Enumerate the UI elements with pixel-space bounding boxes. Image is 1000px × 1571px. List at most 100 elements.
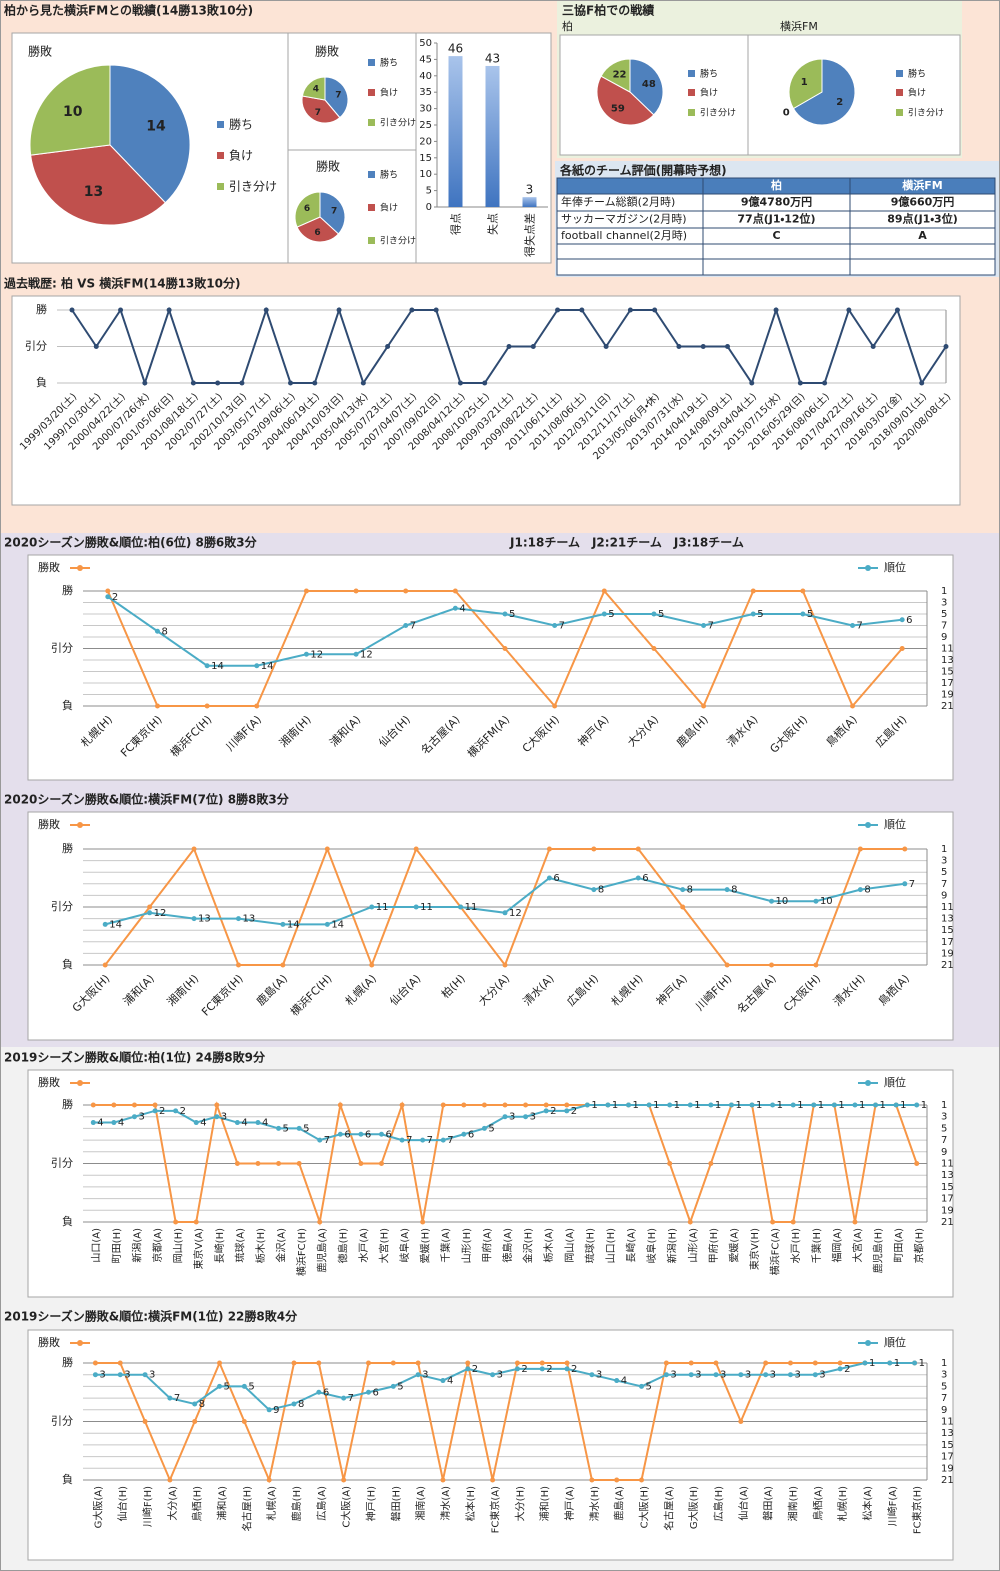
data-point — [191, 846, 197, 852]
chart-box — [27, 1069, 954, 1298]
data-point — [790, 1219, 796, 1225]
legend-label: 順位 — [884, 818, 906, 831]
data-point — [254, 703, 260, 709]
y-tick-label: 45 — [419, 54, 432, 65]
data-point — [291, 1401, 297, 1407]
x-tick-label: 広島(H) — [712, 1486, 725, 1521]
data-point — [461, 1131, 467, 1137]
legend-swatch — [688, 89, 695, 96]
y2-tick-label: 21 — [941, 1217, 954, 1228]
data-label: 8 — [298, 1399, 304, 1410]
data-point — [770, 1219, 776, 1225]
data-point — [291, 1360, 297, 1366]
data-point — [626, 1102, 632, 1108]
data-point — [763, 1360, 769, 1366]
data-label: 7 — [331, 206, 337, 216]
y2-tick-label: 7 — [941, 1135, 947, 1146]
data-point — [837, 1360, 843, 1366]
data-label: 1 — [756, 1100, 762, 1111]
data-point — [688, 1360, 694, 1366]
legend-swatch — [368, 59, 375, 66]
data-point — [894, 307, 900, 313]
data-point — [234, 1120, 240, 1126]
legend-swatch — [896, 89, 903, 96]
data-label: 3 — [497, 1370, 503, 1381]
legend-label: 負け — [229, 149, 253, 163]
pie-slice — [792, 58, 856, 126]
x-tick-label: 鹿島(H) — [290, 1486, 303, 1521]
x-tick-label: 水戸(H) — [790, 1228, 802, 1263]
data-point — [787, 1360, 793, 1366]
x-tick-label: 磐田(H) — [390, 1486, 402, 1521]
data-point — [341, 1477, 347, 1483]
data-point — [378, 1131, 384, 1137]
data-point — [358, 1131, 364, 1137]
x-tick-label: 長崎(A) — [625, 1228, 638, 1263]
y2-tick-label: 11 — [941, 644, 954, 655]
pie-slice — [301, 95, 341, 124]
x-tick-label: C大阪(A) — [340, 1486, 353, 1528]
x-tick-label: 大宮(H) — [377, 1228, 390, 1263]
table-cell — [702, 243, 851, 260]
data-label: 1 — [818, 1100, 824, 1111]
data-point — [365, 1389, 371, 1395]
pie-slice — [788, 58, 823, 110]
y2-tick-label: 5 — [941, 1123, 947, 1134]
x-tick-label: 名古屋(H) — [240, 1486, 253, 1531]
data-point — [812, 1372, 818, 1378]
data-point — [708, 1102, 714, 1108]
y2-tick-label: 7 — [941, 1393, 947, 1404]
legend-label: 順位 — [884, 561, 906, 574]
data-label: 2 — [844, 1364, 850, 1375]
bar — [522, 197, 537, 207]
x-tick-label: 山口(H) — [605, 1228, 617, 1263]
data-point — [912, 1360, 918, 1366]
y2-tick-label: 13 — [941, 1428, 954, 1439]
x-tick-label: 浦和(H) — [538, 1486, 551, 1521]
data-point — [111, 1102, 117, 1108]
data-label: 5 — [303, 1123, 309, 1134]
table-cell — [556, 258, 704, 276]
data-label: 1 — [653, 1100, 659, 1111]
pie-slice — [301, 76, 326, 101]
data-point — [680, 904, 686, 910]
x-tick-label: 東京V(H) — [748, 1228, 761, 1270]
data-label: 2 — [550, 1106, 556, 1117]
data-point — [769, 962, 775, 968]
data-point — [316, 1360, 322, 1366]
data-point — [369, 962, 375, 968]
data-point — [90, 1102, 96, 1108]
x-tick-label: 清水(A) — [439, 1486, 452, 1521]
data-point — [192, 1401, 198, 1407]
y2-tick-label: 17 — [941, 937, 954, 948]
data-label: 3 — [794, 1370, 800, 1381]
data-point — [502, 611, 508, 617]
data-point — [152, 1108, 158, 1114]
data-point — [800, 611, 806, 617]
pie-slice — [29, 64, 111, 156]
data-point — [724, 887, 730, 893]
y2-tick-label: 11 — [941, 1159, 954, 1170]
y2-tick-label: 3 — [941, 856, 947, 867]
table-cell — [849, 258, 996, 276]
data-point — [506, 344, 512, 349]
data-label: 6 — [314, 228, 320, 238]
chart-title: 勝敗 — [316, 159, 340, 174]
data-point — [688, 1372, 694, 1378]
x-tick-label: 福岡(A) — [830, 1228, 843, 1263]
legend-swatch — [368, 171, 375, 178]
data-label: 1 — [801, 77, 808, 88]
data-point — [409, 307, 415, 313]
y2-tick-label: 3 — [941, 1370, 947, 1381]
data-label: 7 — [348, 1393, 354, 1404]
data-point — [312, 380, 318, 386]
data-point — [190, 380, 196, 386]
data-point — [546, 846, 552, 852]
data-label: 12 — [360, 649, 373, 660]
data-point — [651, 646, 657, 651]
data-label: 14 — [287, 919, 300, 930]
y2-tick-label: 15 — [941, 925, 954, 936]
x-tick-label: 札幌(H) — [836, 1486, 849, 1521]
y2-tick-label: 15 — [941, 1182, 954, 1193]
